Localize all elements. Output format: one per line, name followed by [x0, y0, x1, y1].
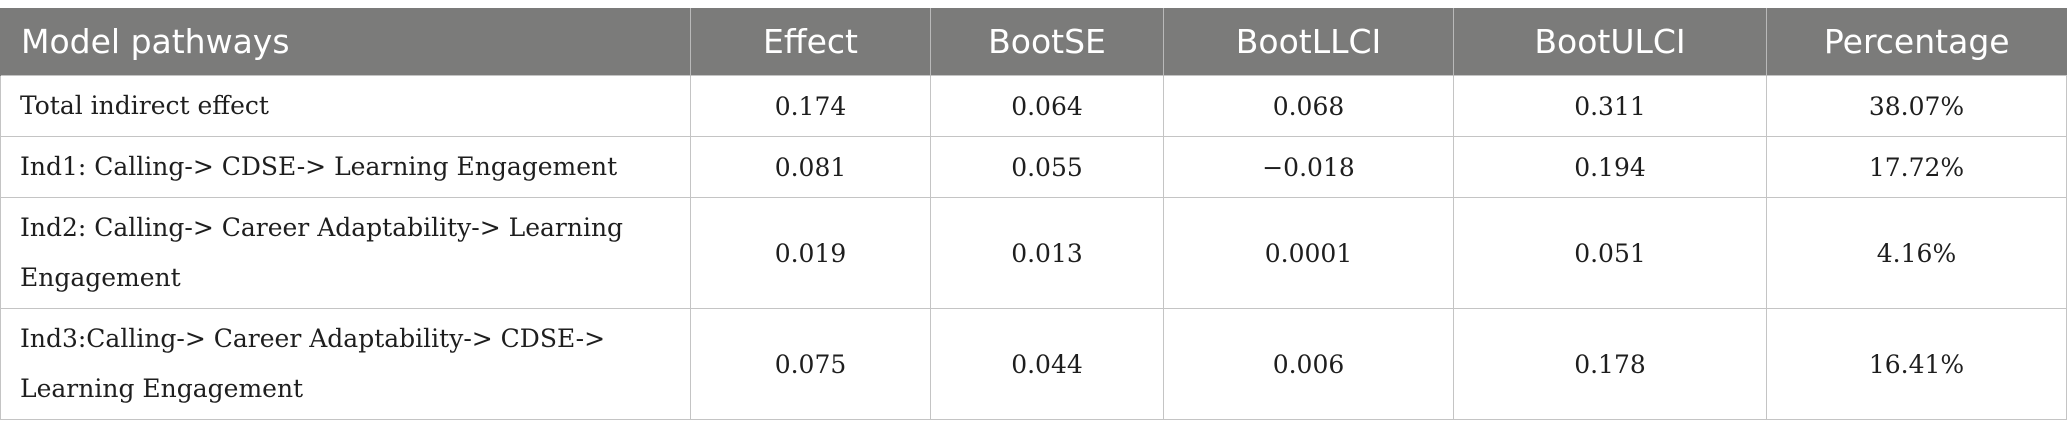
cell-pathway: Ind2: Calling-> Career Adaptability-> Le…	[0, 197, 691, 309]
cell-percentage: 4.16%	[1766, 197, 2067, 309]
cell-bootulci: 0.194	[1453, 136, 1767, 198]
cell-bootllci: 0.068	[1163, 75, 1454, 137]
table-body: Total indirect effect 0.174 0.064 0.068 …	[0, 75, 2067, 420]
cell-bootllci: −0.018	[1163, 136, 1454, 198]
table-row: Ind3:Calling-> Career Adaptability-> CDS…	[0, 308, 2067, 420]
cell-percentage: 16.41%	[1766, 308, 2067, 420]
cell-percentage: 38.07%	[1766, 75, 2067, 137]
header-percentage: Percentage	[1766, 8, 2067, 76]
cell-bootulci: 0.178	[1453, 308, 1767, 420]
cell-bootulci: 0.051	[1453, 197, 1767, 309]
mediation-effects-table: Model pathways Effect BootSE BootLLCI Bo…	[0, 8, 2067, 420]
header-bootllci: BootLLCI	[1163, 8, 1454, 76]
cell-effect: 0.019	[690, 197, 931, 309]
mediation-table-container: Model pathways Effect BootSE BootLLCI Bo…	[0, 8, 2068, 420]
header-bootulci: BootULCI	[1453, 8, 1767, 76]
cell-bootse: 0.064	[930, 75, 1164, 137]
cell-pathway: Total indirect effect	[0, 75, 691, 137]
cell-bootulci: 0.311	[1453, 75, 1767, 137]
cell-bootse: 0.044	[930, 308, 1164, 420]
cell-effect: 0.081	[690, 136, 931, 198]
table-row: Ind2: Calling-> Career Adaptability-> Le…	[0, 197, 2067, 309]
cell-bootllci: 0.0001	[1163, 197, 1454, 309]
table-header: Model pathways Effect BootSE BootLLCI Bo…	[0, 8, 2067, 76]
header-row: Model pathways Effect BootSE BootLLCI Bo…	[0, 8, 2067, 76]
cell-bootse: 0.013	[930, 197, 1164, 309]
header-model-pathways: Model pathways	[0, 8, 691, 76]
cell-bootse: 0.055	[930, 136, 1164, 198]
cell-pathway: Ind1: Calling-> CDSE-> Learning Engageme…	[0, 136, 691, 198]
cell-percentage: 17.72%	[1766, 136, 2067, 198]
cell-bootllci: 0.006	[1163, 308, 1454, 420]
table-row: Total indirect effect 0.174 0.064 0.068 …	[0, 75, 2067, 137]
header-effect: Effect	[690, 8, 931, 76]
cell-effect: 0.075	[690, 308, 931, 420]
cell-effect: 0.174	[690, 75, 931, 137]
table-row: Ind1: Calling-> CDSE-> Learning Engageme…	[0, 136, 2067, 198]
cell-pathway: Ind3:Calling-> Career Adaptability-> CDS…	[0, 308, 691, 420]
header-bootse: BootSE	[930, 8, 1164, 76]
